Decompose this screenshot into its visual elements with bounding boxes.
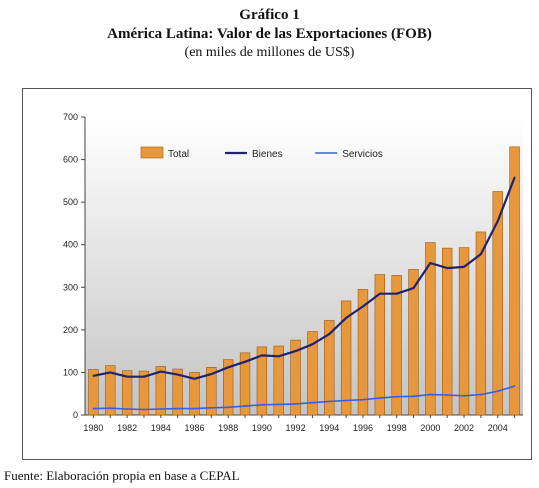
point-servicios-1986 — [193, 407, 196, 410]
point-servicios-1990 — [260, 403, 263, 406]
point-bienes-1988 — [227, 366, 230, 369]
point-servicios-1981 — [109, 407, 112, 410]
point-bienes-1998 — [395, 292, 398, 295]
point-servicios-1998 — [395, 395, 398, 398]
chart-svg: 0 100 200 300 400 500 600 700 1980 1982 1984 1986 19… — [63, 112, 523, 433]
chart-frame: 0 100 200 300 400 500 600 700 1980 1982 1984 1986 19… — [22, 88, 532, 460]
x-tick-label: 1980 — [83, 423, 103, 433]
chart-title-block: Gráfico 1 América Latina: Valor de las E… — [0, 6, 539, 62]
series-line-servicios — [93, 385, 515, 411]
point-bienes-1982 — [126, 375, 129, 378]
point-bienes-1990 — [260, 354, 263, 357]
y-tick-label: 200 — [63, 325, 78, 335]
y-tick-label: 600 — [63, 155, 78, 165]
point-bienes-1996 — [362, 305, 364, 308]
bar-total-2001 — [442, 247, 453, 416]
point-servicios-1987 — [210, 406, 213, 409]
y-tick-label: 300 — [63, 282, 78, 292]
x-tick-label: 1998 — [387, 423, 407, 433]
point-bienes-1991 — [277, 355, 280, 358]
chart-title: América Latina: Valor de las Exportacion… — [107, 26, 432, 42]
x-tick-label: 1982 — [117, 423, 137, 433]
point-servicios-2004 — [496, 390, 499, 393]
point-servicios-1992 — [294, 403, 297, 405]
series-line-bienes — [93, 177, 516, 380]
bar-total-2002 — [458, 247, 470, 416]
point-servicios-1997 — [378, 397, 381, 399]
x-tick-label: 2004 — [488, 423, 508, 433]
point-servicios-1982 — [126, 408, 129, 410]
point-bienes-1995 — [345, 317, 348, 319]
bar-total-2003 — [475, 231, 487, 416]
point-bienes-1980 — [92, 374, 95, 377]
point-servicios-1985 — [176, 407, 179, 410]
x-tick-label: 1994 — [319, 423, 339, 433]
point-bienes-1987 — [210, 373, 213, 376]
y-tick-label: 500 — [63, 197, 78, 207]
y-tick-label: 100 — [63, 367, 78, 377]
point-bienes-1993 — [311, 343, 314, 346]
x-tick-label: 2002 — [454, 423, 474, 433]
x-tick-label: 1986 — [184, 423, 204, 433]
legend: Total Bienes Servicios — [140, 146, 383, 160]
point-bienes-1994 — [328, 333, 331, 336]
point-servicios-1995 — [345, 399, 348, 402]
x-tick-label: 1990 — [252, 423, 272, 433]
point-bienes-2004 — [496, 220, 499, 223]
point-servicios-1989 — [244, 405, 246, 407]
figure-number: Gráfico 1 — [239, 7, 300, 23]
chart-subtitle: (en miles de millones de US$) — [184, 45, 355, 60]
point-servicios-1993 — [311, 401, 314, 404]
point-bienes-1984 — [159, 370, 162, 373]
point-bienes-1997 — [378, 292, 381, 295]
point-servicios-1996 — [362, 398, 364, 401]
bar-total-1998 — [391, 275, 402, 416]
bar-total-1999 — [408, 269, 419, 416]
point-bienes-1985 — [176, 373, 179, 376]
point-bienes-2001 — [446, 267, 449, 270]
legend-label-bienes: Bienes — [252, 149, 283, 160]
x-tick-label: 1988 — [218, 423, 238, 433]
legend-label-servicios: Servicios — [342, 149, 383, 160]
plot-area — [85, 117, 523, 415]
point-bienes-1983 — [143, 375, 145, 378]
point-bienes-1999 — [412, 287, 415, 290]
legend-swatch-total — [140, 146, 164, 159]
point-bienes-2002 — [463, 265, 465, 268]
point-bienes-1989 — [244, 360, 246, 363]
point-servicios-1983 — [143, 408, 145, 411]
point-servicios-1984 — [159, 408, 162, 410]
point-bienes-2003 — [479, 253, 482, 255]
point-bienes-1981 — [109, 371, 112, 374]
y-tick-label: 0 — [73, 410, 78, 420]
point-servicios-2003 — [479, 393, 482, 396]
point-bienes-2000 — [429, 262, 432, 264]
point-servicios-1999 — [412, 395, 415, 398]
point-bienes-1986 — [193, 377, 196, 380]
point-servicios-1980 — [92, 407, 95, 410]
point-servicios-1988 — [227, 406, 230, 409]
x-tick-label: 1984 — [151, 423, 171, 433]
point-servicios-2001 — [446, 394, 449, 396]
x-tick-label: 1996 — [353, 423, 373, 433]
point-bienes-2005 — [513, 176, 516, 179]
bar-total-2004 — [492, 191, 503, 416]
point-servicios-2002 — [463, 394, 465, 397]
point-servicios-1994 — [328, 400, 331, 403]
point-bienes-1992 — [294, 350, 297, 353]
x-tick-label: 1992 — [286, 423, 306, 433]
point-servicios-1991 — [277, 403, 280, 406]
point-servicios-2000 — [429, 393, 432, 396]
point-servicios-2005 — [513, 385, 516, 387]
legend-label-total: Total — [168, 149, 189, 160]
x-tick-label: 2000 — [420, 423, 440, 433]
y-tick-label: 400 — [63, 240, 78, 250]
source-note: Fuente: Elaboración propia en base a CEP… — [4, 468, 240, 483]
y-tick-label: 700 — [63, 112, 78, 122]
